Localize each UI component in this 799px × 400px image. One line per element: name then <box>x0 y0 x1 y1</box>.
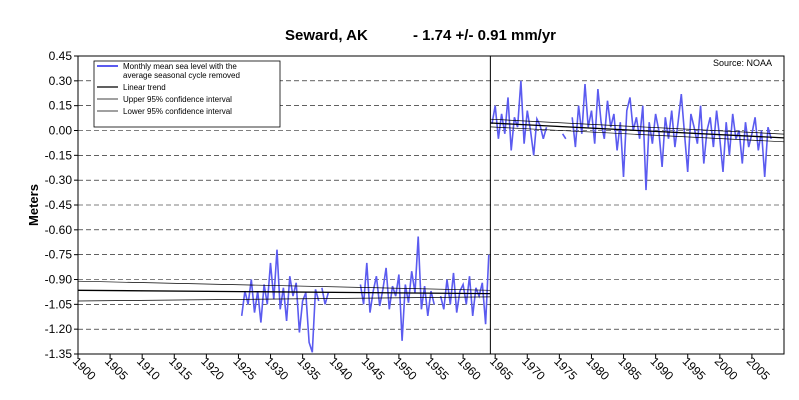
series-line <box>561 133 567 140</box>
x-tick-label: 1915 <box>166 354 195 383</box>
x-tick-label: 1965 <box>487 354 516 383</box>
series-0 <box>240 80 772 353</box>
y-tick-label: 0.45 <box>49 49 73 63</box>
y-tick-label: -0.30 <box>45 173 73 187</box>
legend-entry: Lower 95% confidence interval <box>97 107 232 116</box>
series-line <box>490 126 785 143</box>
x-tick-label: 2000 <box>712 354 741 383</box>
y-tick-label: -0.60 <box>45 223 73 237</box>
x-tick-label: 1910 <box>134 354 163 383</box>
x-tick-label: 1935 <box>295 354 324 383</box>
x-axis-ticks: 1900 1905 1910 1915 1920 1925 1930 1935 1940 1945… <box>70 354 773 383</box>
y-tick-label: -1.20 <box>45 322 73 336</box>
x-tick-label: 1975 <box>551 354 580 383</box>
x-tick-label: 1995 <box>680 354 709 383</box>
x-tick-label: 1900 <box>70 354 99 383</box>
y-tick-label: 0.30 <box>49 74 73 88</box>
legend-label: Lower 95% confidence interval <box>123 107 232 116</box>
x-tick-label: 1925 <box>230 354 259 383</box>
chart-title-trend: - 1.74 +/- 0.91 mm/yr <box>413 27 556 44</box>
x-tick-label: 1945 <box>359 354 388 383</box>
y-tick-label: -1.35 <box>45 347 73 361</box>
y-tick-label: -0.45 <box>45 198 73 212</box>
x-tick-label: 1970 <box>519 354 548 383</box>
chart-title-station: Seward, AK <box>285 27 368 44</box>
y-tick-label: -0.90 <box>45 273 73 287</box>
x-tick-label: 2005 <box>744 354 773 383</box>
series-line <box>490 118 785 135</box>
plot-frame <box>77 55 785 355</box>
x-tick-label: 1960 <box>455 354 484 383</box>
legend-entry: Linear trend <box>97 83 166 92</box>
legend-label: Linear trend <box>123 83 166 92</box>
x-tick-label: 1980 <box>583 354 612 383</box>
series-line <box>490 122 785 139</box>
x-tick-label: 1920 <box>198 354 227 383</box>
gridlines <box>78 80 784 330</box>
series-line <box>439 254 490 325</box>
x-tick-label: 1940 <box>327 354 356 383</box>
y-tick-label: -1.05 <box>45 297 73 311</box>
legend-label: average seasonal cycle removed <box>123 71 240 80</box>
x-tick-label: 1955 <box>423 354 452 383</box>
series-3 <box>77 126 785 302</box>
legend-label: Upper 95% confidence interval <box>123 95 232 104</box>
series-line <box>77 289 491 295</box>
series-layer <box>77 80 785 353</box>
series-line <box>359 236 435 341</box>
legend-label: Monthly mean sea level with the <box>123 62 237 71</box>
x-tick-label: 1905 <box>102 354 131 383</box>
legend-entry: Upper 95% confidence interval <box>97 95 232 104</box>
legend-box <box>93 60 281 128</box>
source-label: Source: NOAA <box>713 58 772 68</box>
y-tick-label: 0.15 <box>49 99 73 113</box>
series-line <box>77 296 491 302</box>
x-tick-label: 1990 <box>648 354 677 383</box>
series-line <box>491 80 548 156</box>
x-tick-label: 1930 <box>262 354 291 383</box>
y-tick-label: -0.15 <box>45 148 73 162</box>
series-line <box>571 84 772 191</box>
series-line <box>240 249 320 353</box>
y-tick-label: 0.00 <box>49 124 73 138</box>
x-tick-label: 1950 <box>391 354 420 383</box>
series-line <box>77 280 491 291</box>
y-axis-ticks: 0.45 0.30 0.15 0.00 -0.15 -0.30 -0.45 -0.60 -0.7… <box>45 49 78 361</box>
y-axis-label: Meters <box>26 184 41 226</box>
series-2 <box>77 118 785 291</box>
x-tick-label: 1985 <box>615 354 644 383</box>
series-1 <box>77 122 785 295</box>
y-tick-label: -0.75 <box>45 248 73 262</box>
series-line <box>321 287 330 305</box>
